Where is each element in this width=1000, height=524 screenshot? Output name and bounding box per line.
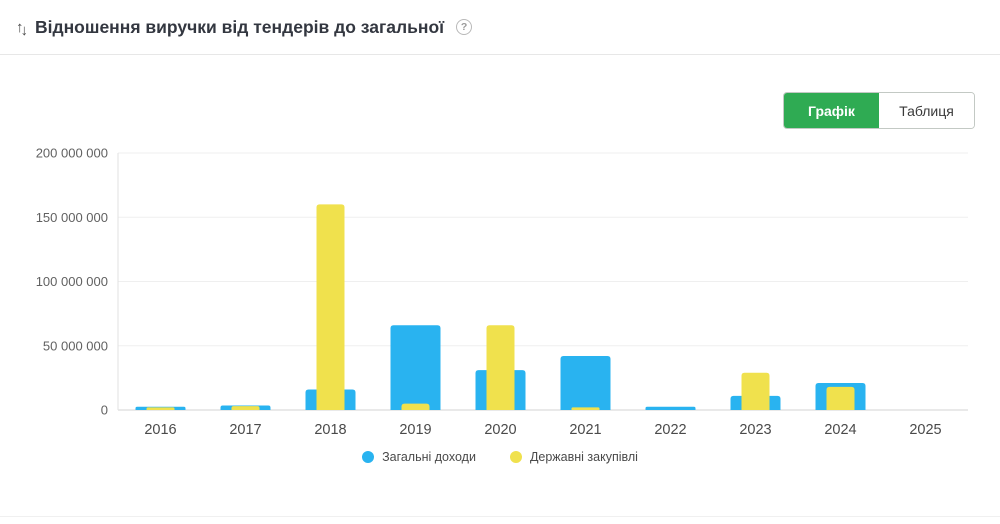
chart-legend: Загальні доходи Державні закупівлі bbox=[0, 450, 1000, 464]
bar-2020-series1[interactable] bbox=[486, 325, 515, 410]
sort-down-arrow: ↓ bbox=[20, 21, 28, 39]
tab-table[interactable]: Таблиця bbox=[879, 93, 974, 128]
sort-icon[interactable]: ↑ ↓ bbox=[16, 18, 28, 39]
legend-dot bbox=[509, 451, 522, 463]
bar-2024-series1[interactable] bbox=[826, 386, 855, 410]
x-category-label: 2017 bbox=[229, 422, 261, 438]
bar-2018-series1[interactable] bbox=[316, 204, 345, 410]
bar-2019-series0[interactable] bbox=[390, 325, 441, 410]
x-category-label: 2019 bbox=[399, 422, 431, 438]
bar-2021-series1[interactable] bbox=[571, 407, 600, 410]
bar-chart: 0 50 000 000 100 000 000 150 000 000 200 000… bbox=[0, 140, 1000, 450]
chart-canvas: 0 50 000 000 100 000 000 150 000 000 200 000… bbox=[36, 146, 968, 438]
y-tick-label: 0 bbox=[101, 403, 108, 418]
bar-2021-series0[interactable] bbox=[560, 356, 611, 410]
chart-card: Графік Таблиця 0 50 000 000 100 000 000 150… bbox=[0, 55, 1000, 517]
x-category-label: 2016 bbox=[144, 422, 176, 438]
bar-2023-series1[interactable] bbox=[741, 372, 770, 410]
x-category-label: 2025 bbox=[909, 422, 941, 438]
y-tick-label: 150 000 000 bbox=[36, 210, 108, 225]
bar-2016-series1[interactable] bbox=[146, 407, 175, 410]
legend-label: Державні закупівлі bbox=[529, 450, 638, 464]
legend-label: Загальні доходи bbox=[382, 450, 476, 464]
x-category-label: 2024 bbox=[824, 422, 856, 438]
bar-2019-series1[interactable] bbox=[401, 403, 430, 410]
x-category-label: 2020 bbox=[484, 422, 516, 438]
x-category-label: 2022 bbox=[654, 422, 686, 438]
tab-chart[interactable]: Графік bbox=[784, 93, 879, 128]
page-header: ↑ ↓ Відношення виручки від тендерів до за… bbox=[0, 0, 1000, 55]
y-tick-label: 100 000 000 bbox=[36, 274, 108, 289]
x-category-label: 2021 bbox=[569, 422, 601, 438]
legend-item[interactable]: Державні закупівлі bbox=[509, 450, 638, 464]
page-title: Відношення виручки від тендерів до загал… bbox=[35, 16, 445, 37]
bar-2022-series0[interactable] bbox=[645, 406, 696, 410]
y-tick-label: 50 000 000 bbox=[43, 338, 108, 353]
y-tick-label: 200 000 000 bbox=[36, 146, 108, 161]
bar-2017-series1[interactable] bbox=[231, 406, 260, 410]
sort-up-arrow: ↑ bbox=[16, 18, 23, 36]
x-category-label: 2023 bbox=[739, 422, 771, 438]
x-category-label: 2018 bbox=[314, 422, 346, 438]
help-icon[interactable]: ? bbox=[456, 19, 473, 35]
view-toggle-group: Графік Таблиця bbox=[783, 92, 975, 129]
legend-dot bbox=[362, 451, 375, 463]
legend-item[interactable]: Загальні доходи bbox=[362, 450, 476, 464]
